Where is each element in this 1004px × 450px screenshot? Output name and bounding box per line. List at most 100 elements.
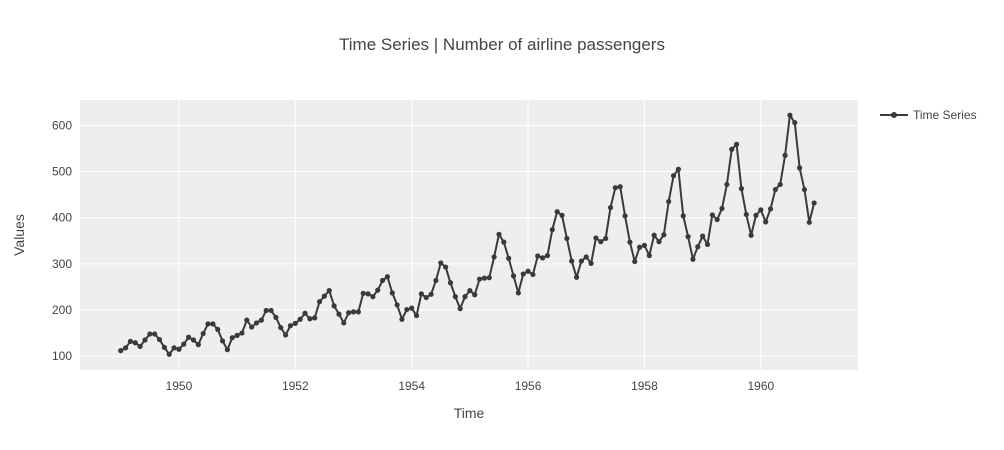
data-point[interactable]: [224, 347, 231, 353]
legend[interactable]: Time Series: [880, 108, 977, 122]
data-point[interactable]: [292, 320, 298, 326]
data-point[interactable]: [806, 219, 812, 225]
data-point[interactable]: [685, 234, 691, 240]
data-point[interactable]: [763, 219, 769, 225]
data-point[interactable]: [258, 317, 264, 323]
data-point[interactable]: [787, 112, 793, 118]
data-point[interactable]: [287, 323, 294, 329]
data-point[interactable]: [205, 321, 211, 327]
data-point[interactable]: [578, 258, 585, 264]
data-point[interactable]: [486, 275, 492, 281]
data-point[interactable]: [709, 212, 715, 218]
data-point[interactable]: [186, 334, 192, 340]
data-point[interactable]: [365, 291, 371, 297]
data-point[interactable]: [190, 337, 197, 343]
data-point[interactable]: [782, 152, 788, 158]
data-point[interactable]: [792, 120, 798, 126]
data-point[interactable]: [263, 307, 269, 314]
data-point[interactable]: [501, 239, 507, 245]
data-point[interactable]: [680, 213, 686, 219]
data-point[interactable]: [404, 306, 410, 313]
data-point[interactable]: [423, 294, 429, 301]
data-point[interactable]: [636, 244, 643, 250]
data-point[interactable]: [283, 332, 289, 338]
data-point[interactable]: [811, 200, 817, 206]
data-point[interactable]: [612, 185, 618, 191]
data-point[interactable]: [166, 351, 172, 357]
data-point[interactable]: [244, 317, 250, 323]
data-point[interactable]: [195, 342, 201, 348]
data-point[interactable]: [418, 291, 424, 297]
data-point[interactable]: [559, 212, 565, 218]
data-point[interactable]: [506, 255, 512, 261]
data-point[interactable]: [273, 314, 279, 320]
data-point[interactable]: [156, 336, 163, 343]
data-point[interactable]: [729, 146, 735, 152]
data-point[interactable]: [176, 346, 182, 352]
data-point[interactable]: [573, 274, 580, 280]
data-point[interactable]: [666, 198, 672, 205]
data-point[interactable]: [389, 290, 395, 296]
data-point[interactable]: [704, 241, 711, 248]
data-point[interactable]: [603, 235, 609, 242]
data-point[interactable]: [297, 316, 303, 322]
data-point[interactable]: [714, 216, 720, 223]
data-point[interactable]: [510, 273, 517, 279]
data-point[interactable]: [350, 309, 357, 315]
data-point[interactable]: [210, 321, 216, 327]
data-point[interactable]: [399, 316, 405, 322]
data-point[interactable]: [549, 227, 555, 233]
data-point[interactable]: [651, 232, 657, 238]
data-point[interactable]: [476, 276, 483, 282]
data-point[interactable]: [161, 344, 167, 350]
data-point[interactable]: [675, 166, 681, 172]
data-point[interactable]: [219, 338, 226, 344]
data-point[interactable]: [554, 209, 560, 215]
data-point[interactable]: [564, 235, 570, 242]
data-point[interactable]: [632, 258, 638, 265]
data-point[interactable]: [215, 326, 221, 332]
data-point[interactable]: [520, 271, 526, 277]
data-point[interactable]: [171, 345, 177, 351]
data-point[interactable]: [326, 288, 332, 294]
data-point[interactable]: [617, 184, 623, 190]
data-point[interactable]: [801, 186, 808, 193]
data-point[interactable]: [656, 239, 662, 245]
data-point[interactable]: [433, 277, 439, 284]
data-point[interactable]: [462, 294, 468, 300]
data-point[interactable]: [229, 335, 235, 341]
data-point[interactable]: [457, 306, 463, 312]
data-point[interactable]: [540, 255, 546, 261]
data-point[interactable]: [743, 211, 749, 218]
data-point[interactable]: [733, 141, 740, 147]
data-point[interactable]: [690, 256, 696, 262]
data-point[interactable]: [700, 233, 706, 239]
data-point[interactable]: [622, 213, 628, 219]
data-point[interactable]: [132, 340, 138, 346]
data-point[interactable]: [758, 207, 764, 213]
data-point[interactable]: [598, 239, 604, 245]
data-point[interactable]: [234, 332, 240, 338]
data-point[interactable]: [316, 299, 323, 305]
data-point[interactable]: [268, 307, 274, 314]
data-point[interactable]: [438, 260, 444, 266]
data-point[interactable]: [753, 212, 759, 218]
data-point[interactable]: [428, 291, 434, 297]
data-point[interactable]: [370, 294, 376, 300]
data-point[interactable]: [695, 244, 701, 250]
data-point[interactable]: [525, 268, 531, 274]
data-point[interactable]: [331, 303, 337, 309]
data-point[interactable]: [797, 165, 803, 171]
data-point[interactable]: [443, 264, 449, 270]
data-point[interactable]: [413, 312, 420, 319]
data-point[interactable]: [239, 330, 245, 336]
data-point[interactable]: [535, 253, 541, 259]
data-point[interactable]: [355, 309, 361, 315]
data-point[interactable]: [588, 260, 594, 266]
data-point[interactable]: [302, 310, 308, 316]
data-point[interactable]: [307, 316, 313, 322]
data-point[interactable]: [360, 290, 366, 296]
data-point[interactable]: [375, 287, 381, 293]
data-point[interactable]: [253, 320, 260, 326]
data-point[interactable]: [593, 235, 599, 241]
